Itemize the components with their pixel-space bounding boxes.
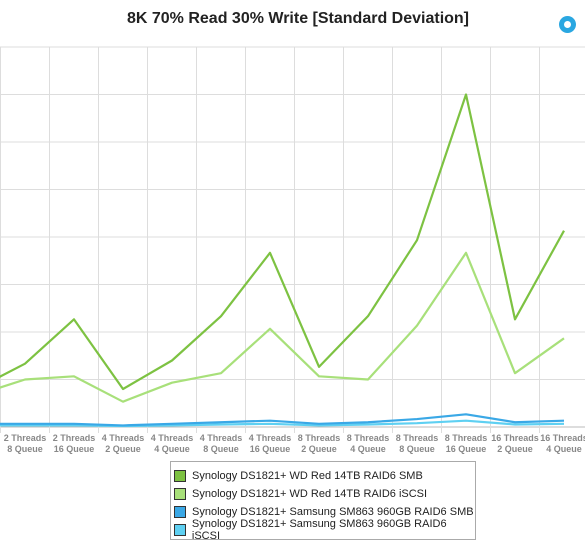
series-line-1 xyxy=(0,93,565,391)
legend-swatch xyxy=(174,524,186,536)
legend-item[interactable]: Synology DS1821+ WD Red 14TB RAID6 iSCSI xyxy=(174,485,475,503)
legend-label: Synology DS1821+ WD Red 14TB RAID6 SMB xyxy=(192,470,423,482)
x-tick-label: 2 Threads 16 Queue xyxy=(53,433,96,454)
x-tick-label: 4 Threads 16 Queue xyxy=(249,433,292,454)
brand-logo-icon xyxy=(559,16,576,33)
x-tick-label: 4 Threads 2 Queue xyxy=(102,433,145,454)
x-tick-label: 8 Threads 2 Queue xyxy=(298,433,341,454)
series-line-4 xyxy=(0,419,565,428)
series-line-2 xyxy=(0,251,565,403)
legend-label: Synology DS1821+ Samsung SM863 960GB RAI… xyxy=(192,506,474,518)
series-lines xyxy=(0,93,565,428)
legend-item[interactable]: Synology DS1821+ WD Red 14TB RAID6 SMB xyxy=(174,467,475,485)
x-tick-label: 16 Threads 4 Queue xyxy=(540,433,585,454)
legend-item[interactable]: Synology DS1821+ Samsung SM863 960GB RAI… xyxy=(174,503,475,521)
chart-legend: Synology DS1821+ WD Red 14TB RAID6 SMB Sy… xyxy=(170,461,476,542)
legend-label: Synology DS1821+ WD Red 14TB RAID6 iSCSI xyxy=(192,488,428,500)
x-tick-label: 4 Threads 8 Queue xyxy=(200,433,243,454)
series-line-3 xyxy=(0,413,565,427)
legend-swatch xyxy=(174,488,186,500)
x-tick-label: 16 Threads 2 Queue xyxy=(491,433,539,454)
x-tick-label: 2 Threads 8 Queue xyxy=(4,433,47,454)
legend-swatch xyxy=(174,470,186,482)
x-tick-label: 8 Threads 8 Queue xyxy=(396,433,439,454)
grid-lines xyxy=(0,46,585,433)
legend-label: Synology DS1821+ Samsung SM863 960GB RAI… xyxy=(191,518,447,542)
chart-title: 8K 70% Read 30% Write [Standard Deviatio… xyxy=(126,10,470,27)
x-tick-label: 8 Threads 16 Queue xyxy=(445,433,488,454)
legend-item[interactable]: Synology DS1821+ Samsung SM863 960GB RAI… xyxy=(174,518,475,542)
x-tick-label: 4 Threads 4 Queue xyxy=(151,433,194,454)
legend-swatch xyxy=(174,506,186,518)
x-tick-label: 8 Threads 4 Queue xyxy=(347,433,390,454)
